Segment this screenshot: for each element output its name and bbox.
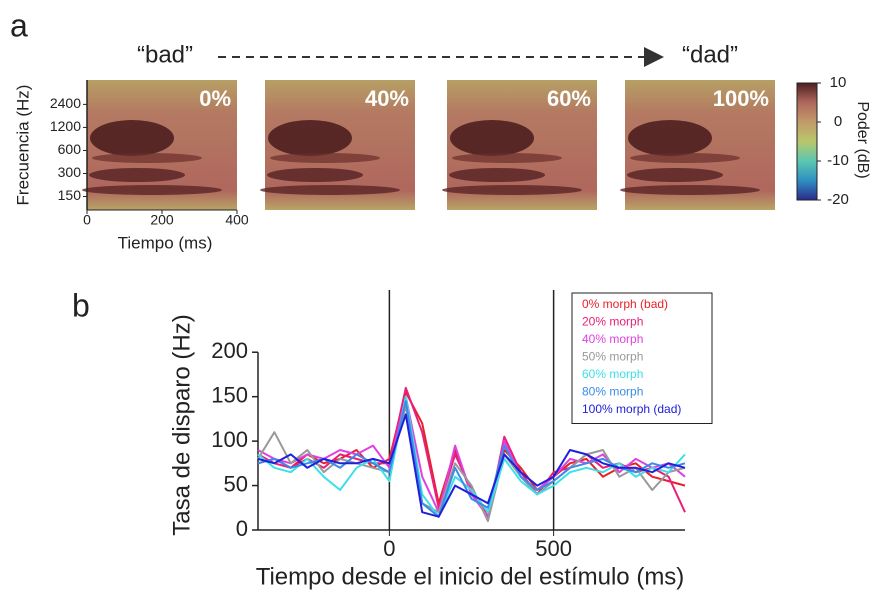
formant xyxy=(627,168,723,182)
legend-entry: 0% morph (bad) xyxy=(582,297,668,311)
formant xyxy=(92,153,202,163)
legend xyxy=(571,292,713,424)
colorbar-tick-label: -10 xyxy=(827,152,849,169)
colorbar-tick-label: 0 xyxy=(834,113,842,130)
x-tick-label: 200 xyxy=(150,212,174,228)
series-line xyxy=(257,404,686,523)
formant xyxy=(270,153,380,163)
y-axis-label: Frecuencia (Hz) xyxy=(13,85,32,206)
formant xyxy=(450,120,534,156)
morph-label: 60% xyxy=(547,86,591,111)
y-tick-label: 150 xyxy=(211,382,248,407)
formant xyxy=(452,153,562,163)
colorbar-tick-label: 10 xyxy=(830,74,847,91)
legend-entry: 100% morph (dad) xyxy=(582,402,681,416)
morph-label: 0% xyxy=(199,86,231,111)
colorbar-label: Poder (dB) xyxy=(854,101,871,178)
formant xyxy=(260,185,400,195)
colorbar xyxy=(796,82,818,201)
legend-entry: 60% morph xyxy=(582,367,643,381)
morph-label: 40% xyxy=(365,86,409,111)
formant xyxy=(89,168,185,182)
formant xyxy=(267,168,363,182)
y-tick-label: 150 xyxy=(58,187,82,203)
x-tick-label: 500 xyxy=(535,536,572,561)
x-tick-label: 0 xyxy=(383,536,395,561)
series-line xyxy=(257,413,686,518)
y-tick-label: 1200 xyxy=(50,118,81,134)
x-tick-label: 0 xyxy=(83,212,91,228)
formant xyxy=(628,120,712,156)
formant xyxy=(449,168,545,182)
y-tick-label: 0 xyxy=(236,516,248,541)
to-label: “dad” xyxy=(682,41,738,68)
morph-label: 100% xyxy=(713,86,769,111)
colorbar-tick-label: -20 xyxy=(827,191,849,208)
legend-entry: 40% morph xyxy=(582,332,643,346)
legend-entry: 50% morph xyxy=(582,350,643,364)
formant xyxy=(442,185,582,195)
formant xyxy=(620,185,760,195)
panel-label: a xyxy=(10,7,28,43)
x-tick-label: 400 xyxy=(225,212,249,228)
y-tick-label: 600 xyxy=(58,141,82,157)
from-label: “bad” xyxy=(137,41,193,68)
formant xyxy=(630,153,740,163)
y-tick-label: 300 xyxy=(58,164,82,180)
x-axis-label: Tiempo desde el inicio del estímulo (ms) xyxy=(256,563,685,590)
series-line xyxy=(257,400,686,518)
legend-entry: 20% morph xyxy=(582,315,643,329)
y-tick-label: 50 xyxy=(224,471,248,496)
y-tick-label: 100 xyxy=(211,427,248,452)
y-axis-label: Tasa de disparo (Hz) xyxy=(168,314,195,535)
x-axis-label: Tiempo (ms) xyxy=(118,233,213,252)
legend-entry: 80% morph xyxy=(582,385,643,399)
formant xyxy=(82,185,222,195)
y-tick-label: 2400 xyxy=(50,95,81,111)
formant xyxy=(268,120,352,156)
panel-label: b xyxy=(72,287,90,323)
formant xyxy=(90,120,174,156)
y-tick-label: 200 xyxy=(211,338,248,363)
